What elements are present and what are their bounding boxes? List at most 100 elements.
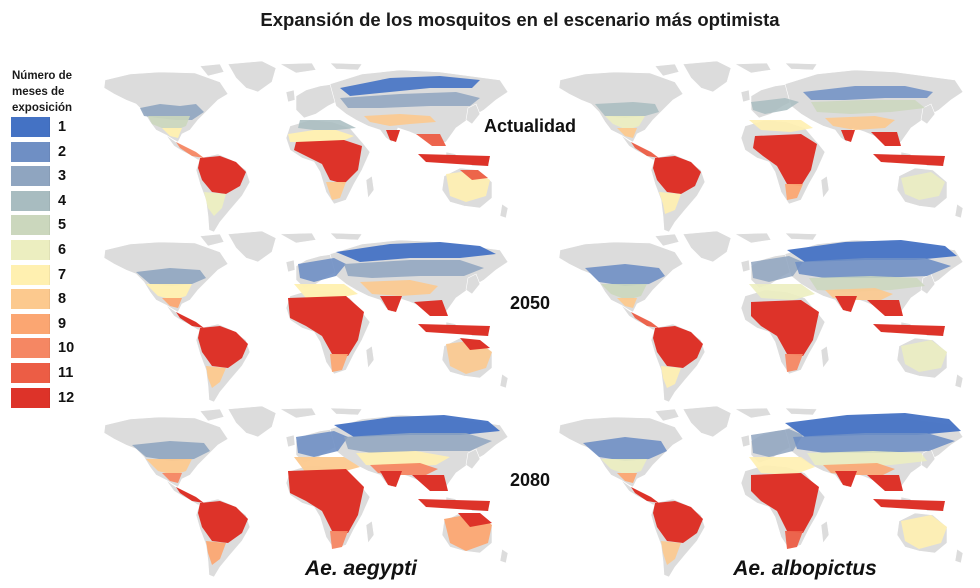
legend-item-9: 9 [11,313,111,335]
exposure-zone-9-months [206,541,226,565]
exposure-zone-12-months [412,475,448,491]
exposure-zone-8-months [661,541,681,565]
legend-label: 1 [58,119,67,135]
exposure-zone-1-months [787,240,957,262]
legend-swatch [11,117,50,137]
land-uk [285,434,296,448]
exposure-zone-12-months [841,130,855,142]
exposure-zone-12-months [751,473,819,533]
legend-item-5: 5 [11,215,111,236]
exposure-zone-11-months [416,134,446,146]
exposure-layer [595,86,945,214]
exposure-zone-10-months [176,142,204,158]
legend-item-12: 12 [11,387,111,409]
exposure-zone-6-months [901,172,945,200]
exposure-zone-12-months [288,296,364,356]
exposure-zone-2-months [803,86,933,100]
exposure-zone-3-months [132,441,210,461]
map-actualidad-albopictus [555,58,965,233]
land-nz [954,203,964,219]
legend-swatch [11,141,50,162]
land-greenland [682,230,732,263]
exposure-zone-12-months [867,475,903,491]
exposure-zone-11-months [631,142,659,158]
exposure-zone-1-months [334,415,500,437]
legend-swatch [11,387,50,408]
legend-item-10: 10 [11,338,111,359]
exposure-zone-8-months [825,116,895,130]
exposure-zone-2-months [298,258,346,282]
exposure-zone-12-months [653,326,703,368]
legend-label: 2 [58,143,67,160]
exposure-zone-12-months [198,326,248,368]
exposure-zone-11-months [785,531,803,549]
exposure-zone-8-months [617,298,637,308]
land-nz [499,203,509,219]
legend-label: 3 [58,168,67,185]
exposure-zone-1-months [336,242,496,262]
exposure-zone-7-months [288,130,354,142]
legend-swatch [11,289,50,310]
exposure-zone-1-months [785,413,961,437]
world-map [558,405,964,578]
land-madagascar [820,345,830,369]
legend-label: 9 [58,315,67,332]
exposure-zone-6-months [601,459,647,475]
legend-swatch [11,264,50,285]
exposure-zone-8-months [206,366,226,388]
exposure-zone-5-months [148,116,190,130]
exposure-zone-1-months [340,76,480,96]
land-japan [465,103,481,125]
world-map [558,230,964,403]
exposure-zone-3-months [344,260,484,278]
land-uk [285,259,296,273]
exposure-zone-4-months [298,120,356,130]
land-uk [740,89,751,103]
exposure-zone-12-months [198,156,246,194]
exposure-zone-12-months [288,469,364,533]
land-arctic [199,407,363,422]
exposure-zone-6-months [605,116,645,130]
map-2050-aegypti [100,228,510,403]
land-arctic [654,232,818,247]
exposure-zone-12-months [871,132,901,146]
land-arctic [654,62,818,77]
exposure-zone-12-months [867,300,903,316]
period-label-2050: 2050 [509,293,551,313]
exposure-zone-9-months [330,354,348,372]
exposure-zone-12-months [418,499,490,511]
exposure-zone-12-months [653,501,703,543]
exposure-zone-6-months [204,192,226,216]
land-greenland [682,405,732,438]
exposure-zone-3-months [136,268,206,286]
land-greenland [227,405,277,438]
exposure-zone-2-months [793,433,955,453]
exposure-zone-9-months [162,298,182,308]
exposure-zone-3-months [751,429,803,457]
exposure-zone-11-months [460,170,488,180]
exposure-zone-10-months [330,531,348,549]
land-japan [465,273,481,295]
legend-swatch [11,166,50,187]
land-greenland [227,60,277,93]
exposure-zone-7-months [901,515,947,549]
exposure-zone-12-months [418,154,490,166]
legend-swatch [11,190,50,211]
land-madagascar [365,175,375,199]
legend-label: 6 [58,242,67,258]
exposure-zone-12-months [380,471,402,487]
legend-swatch [11,313,50,334]
legend-item-2: 2 [11,141,111,163]
land-arctic [199,62,363,77]
exposure-zone-7-months [749,457,815,475]
exposure-zone-4-months [751,98,799,114]
legend-label: 5 [58,217,67,234]
exposure-zone-8-months [326,182,346,200]
figure-title: Expansión de los mosquitos en el escenar… [260,9,780,30]
exposure-zone-11-months [631,312,659,328]
land-arctic [654,407,818,422]
exposure-zone-12-months [631,487,659,503]
exposure-zone-10-months [785,354,803,372]
land-japan [465,448,481,470]
species-label-aegypti: Ae. aegypti [304,557,418,580]
